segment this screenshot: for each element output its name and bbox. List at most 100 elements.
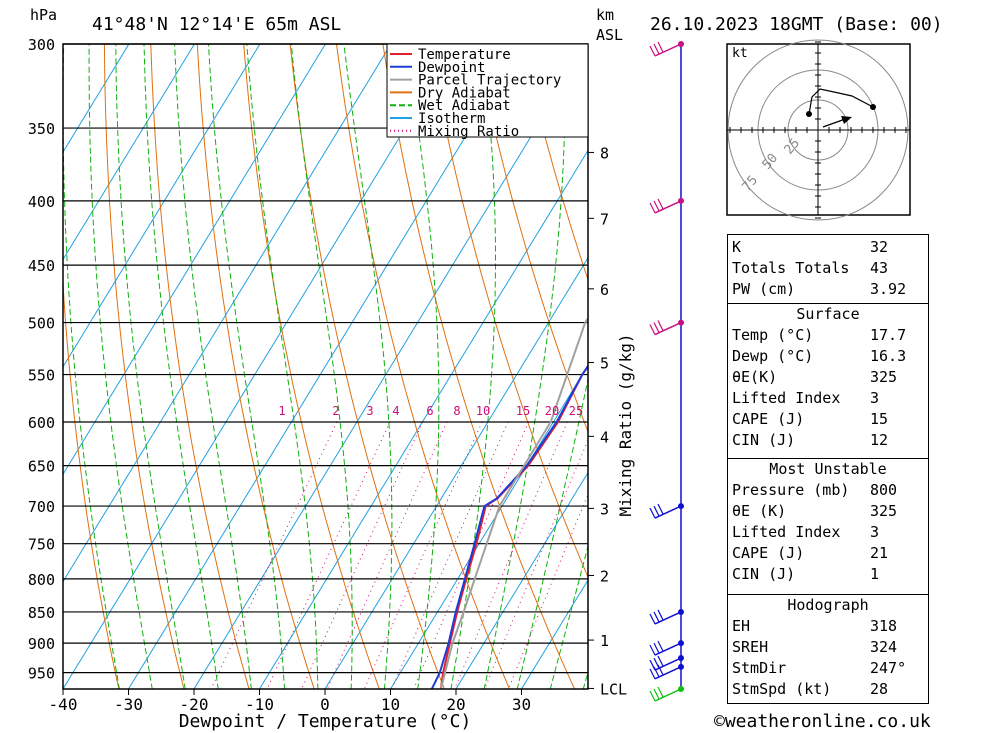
wet-adiabat-line [290, 44, 353, 689]
isotherm-line [63, 44, 326, 476]
dry-adiabat-line [336, 44, 510, 689]
legend-entry: Temperature [418, 47, 511, 63]
km-tick-label: 6 [600, 281, 609, 299]
datetime-text: 26.10.2023 18GMT (Base: 00) [650, 14, 943, 35]
index-label: CIN (J) [732, 431, 796, 449]
wind-barb-staff [654, 200, 682, 214]
wind-barb-feather [653, 688, 660, 700]
legend-entry: Wet Adiabat [418, 98, 511, 114]
wind-barb-feather [657, 655, 664, 667]
asl-unit: ASL [596, 26, 623, 44]
pressure-tick-label: 600 [28, 414, 55, 432]
isotherm-line [521, 579, 588, 689]
hodograph-unit: kt [732, 46, 748, 61]
wet-adiabat-line [406, 44, 440, 689]
km-tick-label: 2 [600, 567, 609, 585]
dry-adiabat-line [103, 44, 185, 689]
wind-barb-staff [654, 611, 682, 625]
temperature-tick-label: -30 [114, 695, 143, 714]
wet-adiabat-line [88, 44, 153, 689]
temperature-tick-label: -10 [245, 695, 274, 714]
hodograph-section: Hodograph EH 318 SREH 324 StmDir 247° StmSpd (k… [728, 594, 928, 700]
temperature-tick-label: 20 [446, 695, 465, 714]
pressure-tick-label: 500 [28, 315, 55, 333]
pressure-tick-label: 300 [28, 36, 55, 54]
mixing-ratio-label: 4 [392, 404, 399, 418]
wet-adiabat-line [208, 44, 285, 689]
km-tick-label: 5 [600, 355, 609, 373]
wet-adiabat-line [450, 44, 496, 689]
dry-adiabat-line [196, 44, 315, 689]
index-row: Dewp (°C) 16.3 [728, 346, 928, 367]
mixing-ratio-label: 6 [426, 404, 433, 418]
wind-barb-staff [654, 688, 682, 702]
index-row: Lifted Index 3 [728, 522, 928, 543]
wind-barb-feather [657, 609, 664, 621]
legend-entry: Isotherm [418, 111, 485, 127]
index-row: SREH 324 [728, 637, 928, 658]
index-value: 12 [870, 431, 889, 449]
index-value: 324 [870, 638, 898, 656]
wet-adiabat-line [115, 44, 186, 689]
legend-entry: Mixing Ratio [418, 124, 519, 140]
temperature-tick-label: 0 [320, 695, 330, 714]
pressure-tick-label: 950 [28, 665, 55, 683]
index-label: Lifted Index [732, 389, 841, 407]
mixing-ratio-line [391, 421, 509, 689]
wind-barb-staff [654, 43, 682, 57]
index-value: 318 [870, 617, 898, 635]
dry-adiabat-line [150, 44, 250, 689]
pressure-unit: hPa [30, 6, 57, 24]
section-title-row: Hodograph [728, 595, 928, 616]
index-value: 15 [870, 410, 889, 428]
pressure-tick-label: 750 [28, 536, 55, 554]
index-row: θE(K) 325 [728, 367, 928, 388]
isotherm-line [63, 44, 392, 583]
index-value: 17.7 [870, 326, 907, 344]
wet-adiabat-line [483, 44, 566, 689]
wind-barb-feather [649, 644, 656, 656]
dry-adiabat-line [428, 44, 588, 579]
km-tick-label: 7 [600, 210, 609, 228]
section-title-row: Surface [728, 304, 928, 325]
index-row: StmSpd (kt) 28 [728, 679, 928, 700]
wet-adiabat-line [63, 44, 120, 689]
pressure-tick-label: 850 [28, 604, 55, 622]
wind-barb-feather [649, 613, 656, 625]
index-row: θE (K) 325 [728, 501, 928, 522]
wind-barb-feather [649, 668, 656, 680]
index-row: CAPE (J) 21 [728, 543, 928, 564]
isotherm-line [455, 471, 588, 689]
index-label: SREH [732, 638, 769, 656]
index-value: 43 [870, 259, 889, 277]
index-label: Dewp (°C) [732, 347, 814, 365]
index-row: Temp (°C) 17.7 [728, 325, 928, 346]
index-value: 1 [870, 565, 880, 583]
index-label: Lifted Index [732, 523, 841, 541]
wind-barb-feather [657, 640, 664, 652]
km-tick-label: 8 [600, 144, 609, 162]
mixing-ratio-label: 15 [516, 404, 530, 418]
wind-barb-feather [649, 507, 656, 519]
mixing-ratio-axis-label: Mixing Ratio (g/kg) [616, 333, 635, 516]
isotherm-line [63, 44, 130, 154]
mixing-ratio-line [266, 421, 391, 689]
legend-entry: Parcel Trajectory [418, 73, 561, 89]
mixing-ratio-label: 10 [476, 404, 490, 418]
index-value: 247° [870, 659, 907, 677]
mixing-ratio-label: 20 [545, 404, 559, 418]
wind-barb-feather [649, 324, 656, 335]
surface-section: Surface Temp (°C) 17.7 Dewp (°C) 16.3 θE(K) 32… [728, 303, 928, 451]
mixing-ratio-line [301, 421, 424, 689]
index-row: StmDir 247° [728, 658, 928, 679]
wind-barb-feather [653, 322, 660, 333]
index-row: Lifted Index 3 [728, 388, 928, 409]
pressure-tick-label: 450 [28, 257, 55, 275]
section-title: Hodograph [787, 596, 869, 614]
index-label: CIN (J) [732, 565, 796, 583]
index-label: CAPE (J) [732, 544, 805, 562]
x-axis-label: Dewpoint / Temperature (°C) [179, 711, 472, 732]
dry-adiabat-line [940, 44, 1000, 690]
dry-adiabat-line [63, 275, 120, 689]
legend-entry: Dry Adiabat [418, 85, 511, 101]
